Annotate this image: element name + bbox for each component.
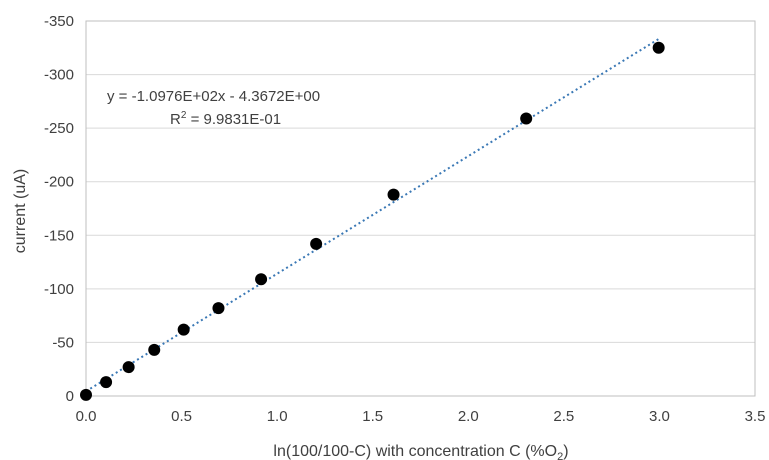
y-tick-label: -50 xyxy=(52,334,74,351)
y-tick-label: -150 xyxy=(44,227,74,244)
x-tick-label: 1.5 xyxy=(362,408,383,425)
data-point xyxy=(520,112,533,125)
x-axis-title-main: ln(100/100-C) with concentration C (%O xyxy=(273,443,557,460)
x-axis-title: ln(100/100-C) with concentration C (%O2) xyxy=(273,443,568,460)
r-squared-label: R2 = 9.9831E-01 xyxy=(170,110,281,128)
r-squared-prefix: R xyxy=(170,111,181,128)
data-point xyxy=(122,361,135,374)
x-axis-title-suffix: ) xyxy=(563,443,568,460)
y-tick-labels: 0 -50 -100 -150 -200 -250 -300 -350 xyxy=(44,13,74,405)
r-squared-value: = 9.9831E-01 xyxy=(186,111,281,128)
y-axis-title: current (uA) xyxy=(12,169,29,253)
x-tick-label: 1.0 xyxy=(267,408,288,425)
y-tick-label: -300 xyxy=(44,67,74,84)
gridlines xyxy=(86,74,755,343)
trendline-group xyxy=(85,37,660,393)
plot-frame xyxy=(85,20,756,397)
linear-trendline xyxy=(85,37,660,393)
x-tick-label: 2.5 xyxy=(553,408,574,425)
x-tick-label: 3.5 xyxy=(745,408,766,425)
x-tick-label: 2.0 xyxy=(458,408,479,425)
data-point xyxy=(652,41,665,54)
data-points xyxy=(80,41,665,401)
data-point xyxy=(148,343,161,356)
y-tick-label: 0 xyxy=(66,388,74,405)
data-point xyxy=(100,376,113,389)
x-tick-label: 0.5 xyxy=(171,408,192,425)
y-tick-label: -250 xyxy=(44,120,74,137)
x-tick-labels: 0.0 0.5 1.0 1.5 2.0 2.5 3.0 3.5 xyxy=(76,408,766,425)
y-tick-label: -200 xyxy=(44,174,74,191)
x-tick-label: 3.0 xyxy=(649,408,670,425)
data-point xyxy=(310,237,323,250)
data-point xyxy=(387,188,400,201)
data-point xyxy=(212,302,225,315)
trendline-equation: y = -1.0976E+02x - 4.3672E+00 xyxy=(107,88,320,105)
plot-area-border xyxy=(85,20,756,397)
data-point xyxy=(177,323,190,336)
y-tick-label: -100 xyxy=(44,281,74,298)
r-squared-superscript: 2 xyxy=(181,110,187,121)
y-tick-label: -350 xyxy=(44,13,74,30)
data-point xyxy=(255,273,268,286)
x-axis-title-subscript: 2 xyxy=(557,451,563,460)
data-point xyxy=(80,388,92,401)
x-tick-label: 0.0 xyxy=(76,408,97,425)
